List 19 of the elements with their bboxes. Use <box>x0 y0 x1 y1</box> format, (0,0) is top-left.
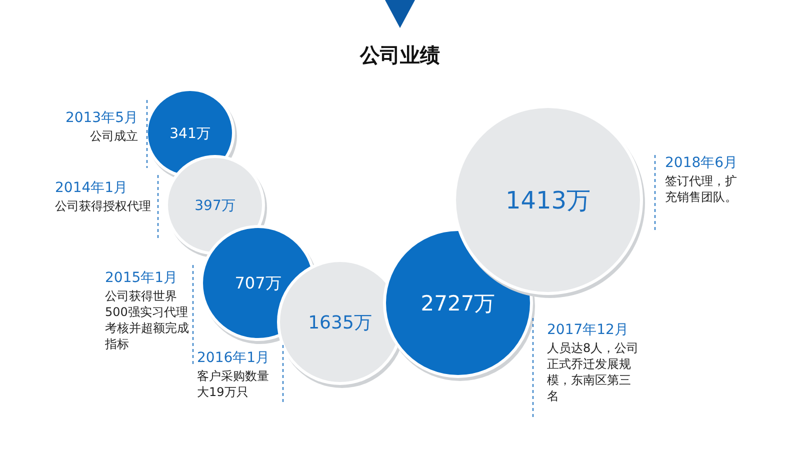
data-label: 1413万 <box>505 186 591 214</box>
category-label: 2013年5月 <box>64 109 138 128</box>
text: 签订代理，扩充销售团队。 <box>665 173 738 205</box>
text: 客户采购数量大19万只 <box>197 368 270 400</box>
category-label: 2016年1月 <box>197 349 271 368</box>
data-label: 707万 <box>234 274 282 293</box>
data-label: 2727万 <box>420 291 496 316</box>
category-label: 2017年12月 <box>547 321 630 340</box>
data-label: 1635万 <box>308 312 372 334</box>
data-label: 397万 <box>194 198 236 214</box>
text: 公司业绩 <box>358 42 441 69</box>
data-label: 341万 <box>170 126 210 142</box>
text: 公司获得世界500强实习代理考核并超额完成指标 <box>105 288 189 352</box>
category-label: 2015年1月 <box>105 269 179 288</box>
category-label: 2018年6月 <box>665 154 739 173</box>
text: 人员达8人，公司正式乔迁发展规模，东南区第三名 <box>547 340 639 404</box>
text: 公司成立 <box>89 128 138 144</box>
text: 公司获得授权代理 <box>55 198 152 214</box>
category-label: 2014年1月 <box>55 179 129 198</box>
